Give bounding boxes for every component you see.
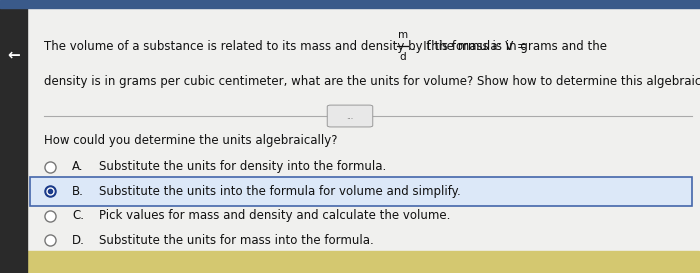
Text: How could you determine the units algebraically?: How could you determine the units algebr…: [44, 134, 337, 147]
Bar: [0, 8, 27, 273]
Text: Substitute the units into the formula for volume and simplify.: Substitute the units into the formula fo…: [99, 185, 461, 198]
Text: m: m: [398, 31, 408, 40]
Bar: [27, 251, 699, 273]
FancyBboxPatch shape: [328, 105, 372, 127]
Text: Pick values for mass and density and calculate the volume.: Pick values for mass and density and cal…: [99, 209, 450, 222]
Text: ←: ←: [7, 47, 20, 62]
Text: The volume of a substance is related to its mass and density by this formula: V : The volume of a substance is related to …: [44, 40, 531, 53]
FancyBboxPatch shape: [30, 177, 692, 206]
Text: Substitute the units for density into the formula.: Substitute the units for density into th…: [99, 160, 386, 173]
Text: A.: A.: [72, 160, 83, 173]
Text: Substitute the units for mass into the formula.: Substitute the units for mass into the f…: [99, 234, 374, 247]
Text: .  If the mass is in grams and the: . If the mass is in grams and the: [412, 40, 607, 53]
Text: C.: C.: [72, 209, 84, 222]
Text: density is in grams per cubic centimeter, what are the units for volume? Show ho: density is in grams per cubic centimeter…: [44, 75, 700, 88]
Text: d: d: [400, 52, 406, 62]
Text: ...: ...: [346, 112, 354, 120]
Bar: [0, 0, 700, 8]
Bar: [27, 8, 699, 251]
Text: D.: D.: [72, 234, 85, 247]
Text: B.: B.: [72, 185, 84, 198]
